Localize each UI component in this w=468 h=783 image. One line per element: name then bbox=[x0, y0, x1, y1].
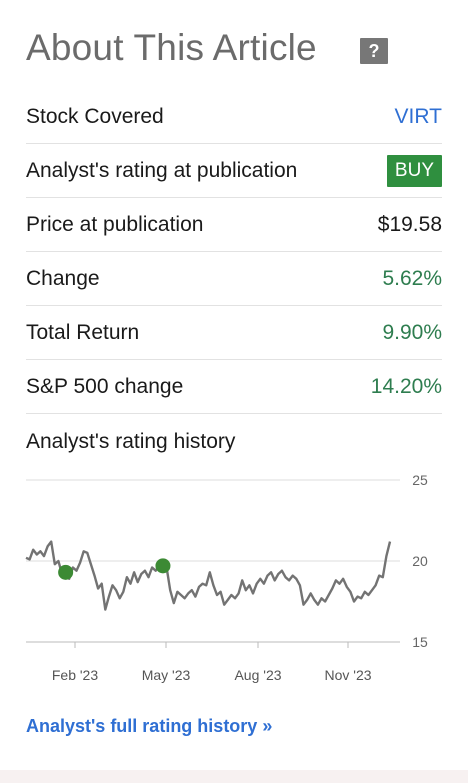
y-tick-label: 20 bbox=[412, 553, 428, 569]
y-tick-label: 25 bbox=[412, 472, 428, 488]
row-total-return: Total Return 9.90% bbox=[26, 306, 442, 360]
row-rating: Analyst's rating at publication BUY bbox=[26, 144, 442, 198]
footer-strip bbox=[0, 770, 468, 783]
article-stats: Stock Covered VIRT Analyst's rating at p… bbox=[26, 90, 442, 414]
chart-svg: 25 20 15 Feb '23 May '23 Aug '23 Nov '23 bbox=[25, 472, 428, 683]
buy-rating-marker bbox=[155, 558, 171, 574]
sp500-value: 14.20% bbox=[370, 374, 442, 398]
buy-rating-marker bbox=[58, 564, 74, 580]
change-value: 5.62% bbox=[382, 266, 442, 290]
stock-ticker-link[interactable]: VIRT bbox=[394, 104, 442, 128]
row-price: Price at publication $19.58 bbox=[26, 198, 442, 252]
row-change: Change 5.62% bbox=[26, 252, 442, 306]
price-value: $19.58 bbox=[377, 212, 442, 236]
x-tick-label: Aug '23 bbox=[234, 667, 281, 683]
total-return-label: Total Return bbox=[26, 320, 140, 344]
question-icon[interactable]: ? bbox=[360, 38, 388, 64]
header: About This Article ? bbox=[26, 26, 446, 70]
full-rating-history-link[interactable]: Analyst's full rating history » bbox=[26, 716, 273, 736]
price-line bbox=[25, 540, 392, 611]
x-tick-label: May '23 bbox=[142, 667, 191, 683]
sp500-label: S&P 500 change bbox=[26, 374, 184, 398]
rating-history-chart: 25 20 15 Feb '23 May '23 Aug '23 Nov '23 bbox=[0, 460, 468, 700]
y-tick-label: 15 bbox=[412, 634, 428, 650]
rating-history-heading: Analyst's rating history bbox=[26, 430, 236, 453]
rating-label: Analyst's rating at publication bbox=[26, 158, 298, 182]
x-tick-label: Feb '23 bbox=[52, 667, 98, 683]
stock-covered-label: Stock Covered bbox=[26, 104, 164, 128]
row-stock-covered: Stock Covered VIRT bbox=[26, 90, 442, 144]
row-sp500: S&P 500 change 14.20% bbox=[26, 360, 442, 414]
change-label: Change bbox=[26, 266, 100, 290]
total-return-value: 9.90% bbox=[382, 320, 442, 344]
x-tick-label: Nov '23 bbox=[324, 667, 371, 683]
rating-badge: BUY bbox=[386, 154, 442, 187]
page-title: About This Article bbox=[26, 27, 317, 68]
price-label: Price at publication bbox=[26, 212, 204, 236]
